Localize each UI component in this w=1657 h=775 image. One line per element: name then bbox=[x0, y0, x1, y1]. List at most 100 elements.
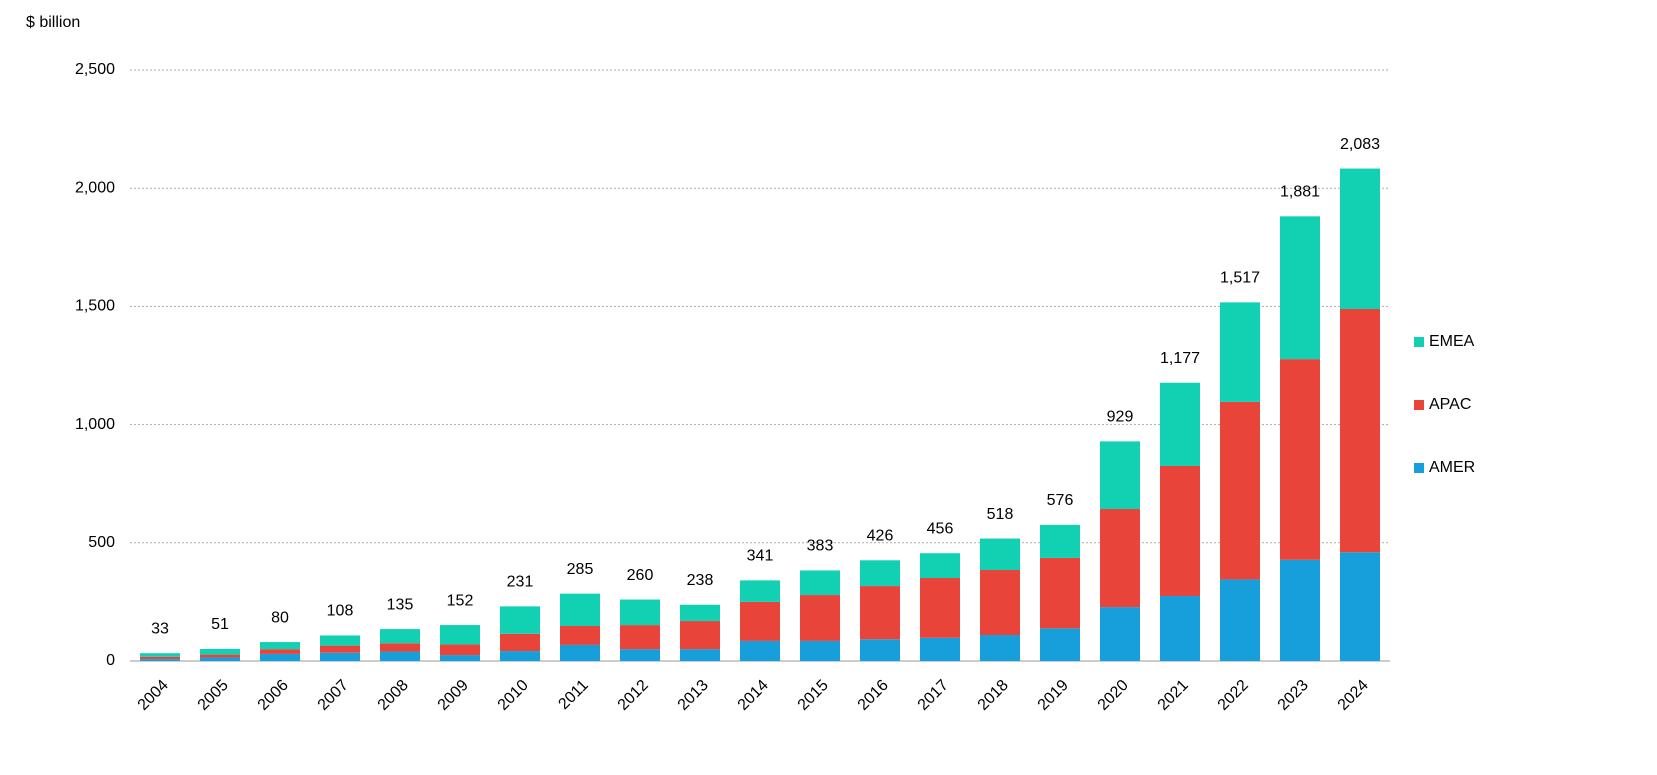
bar-segment bbox=[860, 560, 900, 587]
bar-segment bbox=[380, 643, 420, 652]
bar-segment bbox=[740, 640, 780, 661]
bar-segment bbox=[1280, 559, 1320, 661]
legend-swatch bbox=[1414, 400, 1424, 410]
y-tick-label: 2,500 bbox=[75, 61, 115, 78]
bar-segment bbox=[440, 644, 480, 656]
bar-segment bbox=[680, 649, 720, 661]
bar-segment bbox=[800, 640, 840, 661]
total-label: 80 bbox=[271, 609, 289, 626]
bar-segment bbox=[140, 659, 180, 661]
legend-label: EMEA bbox=[1429, 333, 1475, 350]
total-label: 341 bbox=[747, 548, 774, 565]
bar-segment bbox=[200, 657, 240, 661]
bar-segment bbox=[440, 655, 480, 661]
total-label: 260 bbox=[627, 567, 654, 584]
bar-segment bbox=[980, 569, 1020, 635]
bar-segment bbox=[680, 621, 720, 650]
total-label: 238 bbox=[687, 572, 714, 589]
total-label: 152 bbox=[447, 592, 474, 609]
total-label: 1,881 bbox=[1280, 184, 1320, 201]
total-label: 285 bbox=[567, 561, 594, 578]
bar-segment bbox=[500, 651, 540, 661]
bar-segment bbox=[1340, 309, 1380, 553]
x-tick-label: 2024 bbox=[1335, 677, 1372, 714]
bar-segment bbox=[1280, 359, 1320, 560]
y-tick-label: 2,000 bbox=[75, 179, 115, 196]
total-label: 426 bbox=[867, 528, 894, 545]
total-label: 929 bbox=[1107, 409, 1134, 426]
bar-segment bbox=[620, 625, 660, 650]
x-tick-label: 2011 bbox=[555, 677, 591, 713]
x-tick-label: 2017 bbox=[915, 677, 952, 714]
bar-segment bbox=[680, 604, 720, 622]
bar-segment bbox=[140, 656, 180, 660]
total-label: 1,177 bbox=[1160, 350, 1200, 367]
bar-segment bbox=[560, 626, 600, 645]
bar-segment bbox=[1220, 401, 1260, 580]
bar-segment bbox=[560, 644, 600, 661]
x-tick-label: 2021 bbox=[1155, 677, 1192, 714]
total-label: 231 bbox=[507, 574, 534, 591]
bar-segment bbox=[380, 629, 420, 644]
x-tick-label: 2004 bbox=[135, 677, 172, 714]
bar-segment bbox=[920, 553, 960, 579]
x-tick-label: 2014 bbox=[735, 677, 772, 714]
bar-segment bbox=[1100, 508, 1140, 608]
bar-segment bbox=[920, 637, 960, 661]
bar-segment bbox=[1160, 595, 1200, 661]
legend-label: APAC bbox=[1429, 396, 1471, 413]
bar-segment bbox=[560, 593, 600, 627]
total-label: 1,517 bbox=[1220, 270, 1260, 287]
total-label: 456 bbox=[927, 520, 954, 537]
bar-segment bbox=[800, 595, 840, 641]
bar-segment bbox=[740, 580, 780, 602]
bar-segment bbox=[860, 586, 900, 640]
y-tick-label: 1,000 bbox=[75, 416, 115, 433]
bar-segment bbox=[740, 601, 780, 641]
x-tick-label: 2022 bbox=[1215, 677, 1252, 714]
bar-segment bbox=[620, 599, 660, 626]
bar-segment bbox=[620, 649, 660, 661]
bar-segment bbox=[1220, 302, 1260, 402]
bar-segment bbox=[1100, 441, 1140, 509]
bar-segment bbox=[980, 634, 1020, 661]
bar-segment bbox=[440, 625, 480, 645]
y-tick-label: 0 bbox=[106, 652, 115, 669]
x-tick-label: 2005 bbox=[195, 677, 232, 714]
bar-segment bbox=[1040, 557, 1080, 629]
bar-segment bbox=[1220, 579, 1260, 661]
legend-swatch bbox=[1414, 463, 1424, 473]
bar-segment bbox=[200, 648, 240, 655]
total-label: 135 bbox=[387, 596, 414, 613]
bar-segment bbox=[980, 538, 1020, 570]
bar-segment bbox=[200, 654, 240, 658]
total-label: 2,083 bbox=[1340, 136, 1380, 153]
bar-segment bbox=[800, 570, 840, 596]
x-tick-label: 2012 bbox=[615, 677, 652, 714]
total-label: 576 bbox=[1047, 492, 1074, 509]
bar-segment bbox=[500, 633, 540, 652]
bar-segment bbox=[260, 653, 300, 661]
x-tick-label: 2006 bbox=[255, 677, 292, 714]
x-tick-label: 2023 bbox=[1275, 677, 1312, 714]
total-label: 108 bbox=[327, 603, 354, 620]
legend-swatch bbox=[1414, 337, 1424, 347]
y-axis-label: $ billion bbox=[26, 14, 80, 31]
bar-segment bbox=[1280, 216, 1320, 360]
bar-segment bbox=[140, 653, 180, 657]
bar-segment bbox=[1340, 168, 1380, 310]
x-tick-label: 2013 bbox=[675, 677, 712, 714]
bar-segment bbox=[500, 606, 540, 634]
bar-segment bbox=[1040, 524, 1080, 558]
x-tick-label: 2009 bbox=[435, 677, 472, 714]
bar-segment bbox=[380, 651, 420, 661]
total-label: 518 bbox=[987, 506, 1014, 523]
bar-segment bbox=[1340, 552, 1380, 661]
bar-segment bbox=[1100, 607, 1140, 661]
x-tick-label: 2016 bbox=[855, 677, 892, 714]
bar-segment bbox=[1040, 628, 1080, 661]
bar-segment bbox=[320, 635, 360, 646]
total-label: 51 bbox=[211, 616, 229, 633]
bar-segment bbox=[920, 578, 960, 638]
